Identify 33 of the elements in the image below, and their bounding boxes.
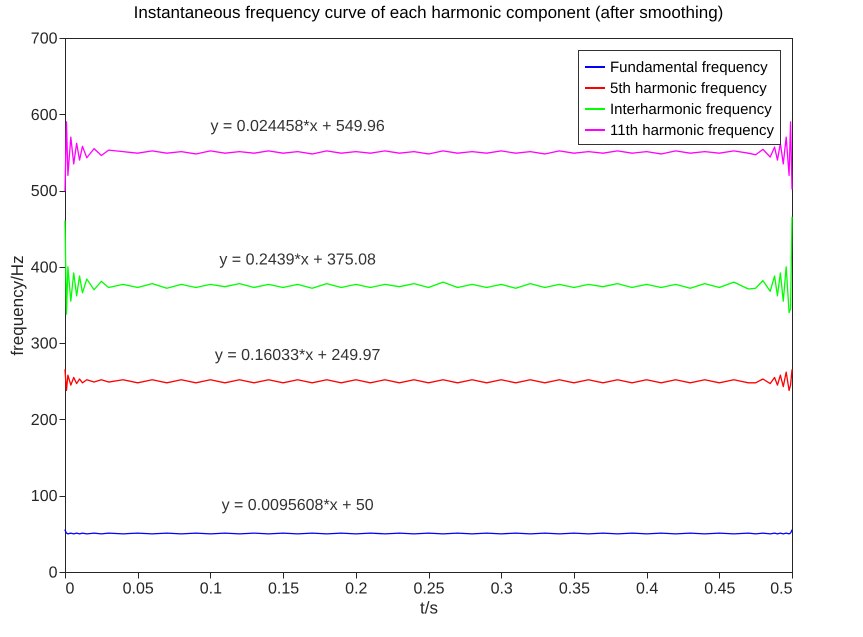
chart-title: Instantaneous frequency curve of each harmonic component (after smoothing): [134, 3, 724, 22]
y-tick-label: 600: [30, 106, 58, 124]
y-tick-label: 0: [48, 564, 58, 582]
y-tick-label: 500: [30, 183, 58, 200]
x-tick-label: 0.5: [770, 580, 793, 598]
line-series: [64, 216, 793, 315]
annotation: y = 0.2439*x + 375.08: [219, 251, 376, 268]
annotation: y = 0.16033*x + 249.97: [214, 346, 380, 364]
y-tick-label: 400: [30, 259, 58, 276]
x-tick-label: 0.05: [122, 580, 154, 598]
y-tick-label: 300: [30, 336, 58, 353]
x-tick-label: 0.45: [704, 580, 736, 598]
line-series: [64, 121, 793, 192]
x-tick-label: 0.2: [345, 580, 368, 598]
x-tick-label: 0.25: [413, 580, 445, 598]
x-axis-title: t/s: [420, 598, 438, 618]
line-series: [64, 369, 793, 392]
annotation: y = 0.0095608*x + 50: [222, 497, 374, 514]
x-tick-label: 0.4: [636, 580, 658, 598]
y-tick-label: 200: [30, 412, 58, 429]
legend-label: 5th harmonic frequency: [610, 80, 768, 97]
x-tick-label: 0.1: [200, 580, 222, 598]
x-tick-label: 0: [66, 580, 74, 598]
annotation: y = 0.024458*x + 549.96: [210, 118, 385, 135]
x-tick-label: 0.3: [490, 580, 513, 598]
y-tick-label: 700: [30, 30, 58, 48]
y-axis-title: frequency/Hz: [8, 255, 27, 356]
x-tick-label: 0.35: [558, 580, 590, 598]
legend-label: 11th harmonic frequency: [610, 122, 774, 139]
legend-label: Fundamental frequency: [610, 59, 768, 76]
y-tick-label: 100: [30, 488, 58, 506]
legend-label: Interharmonic frequency: [610, 101, 772, 118]
x-tick-label: 0.15: [268, 580, 300, 598]
